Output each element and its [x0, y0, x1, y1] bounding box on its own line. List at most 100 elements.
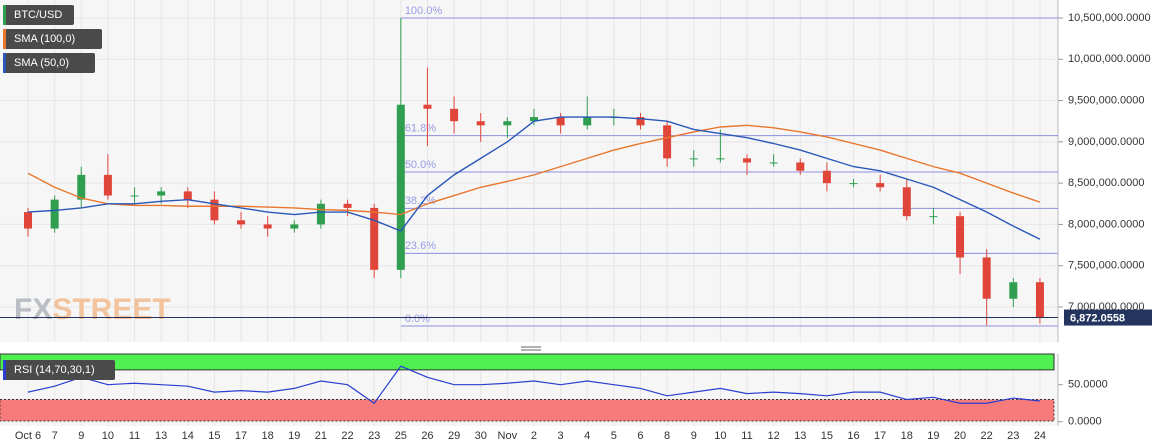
candle-body — [24, 212, 32, 229]
candle-body — [1035, 282, 1044, 318]
rsi-legend-box — [3, 360, 115, 380]
candle-body — [689, 158, 698, 160]
candle-body — [290, 224, 299, 229]
legend-box — [3, 29, 102, 49]
x-tick-label: 13 — [155, 430, 167, 442]
x-tick-label: 21 — [315, 430, 327, 442]
x-tick-label: 17 — [874, 430, 886, 442]
legend-swatch — [3, 29, 6, 49]
fib-label: 0.0% — [405, 313, 430, 325]
candle-body — [237, 220, 246, 225]
candle-body — [956, 216, 965, 258]
x-tick-label: Nov — [498, 430, 518, 442]
x-tick-label: 25 — [395, 430, 407, 442]
candle-body — [743, 158, 752, 163]
x-tick-label: 19 — [927, 430, 939, 442]
x-tick-label: 9 — [691, 430, 697, 442]
x-tick-label: 12 — [768, 430, 780, 442]
y-tick-label: 10,500,000.0000 — [1068, 12, 1151, 24]
legend-box — [3, 5, 74, 25]
x-tick-label: 18 — [901, 430, 913, 442]
y-tick-label: 9,500,000.0000 — [1068, 94, 1144, 106]
candle-body — [849, 183, 858, 185]
candle-body — [902, 187, 911, 217]
candle-body — [77, 174, 86, 200]
watermark-part: STREET — [52, 293, 170, 326]
plot-background — [0, 0, 1058, 342]
x-tick-label: 18 — [262, 430, 274, 442]
x-tick-label: 17 — [235, 430, 247, 442]
y-tick-label: 8,500,000.0000 — [1068, 177, 1144, 189]
candle-body — [157, 191, 166, 196]
x-tick-label: 11 — [741, 430, 752, 442]
x-tick-label: 4 — [584, 430, 590, 442]
y-tick-label: 10,000,000.0000 — [1068, 53, 1151, 65]
legend-label: BTC/USD — [14, 9, 62, 21]
x-tick-label: 9 — [78, 430, 84, 442]
x-tick-label: 6 — [637, 430, 643, 442]
x-tick-label: 22 — [341, 430, 353, 442]
x-tick-label: 8 — [664, 430, 670, 442]
candle-body — [210, 199, 219, 221]
last-price-label: 6,872.0558 — [1070, 312, 1125, 324]
x-tick-label: 20 — [954, 430, 966, 442]
x-tick-label: 24 — [1034, 430, 1046, 442]
legend-swatch — [3, 5, 6, 25]
x-tick-label: 5 — [611, 430, 617, 442]
candle-body — [583, 117, 592, 126]
candle-body — [370, 207, 379, 270]
candle-body — [876, 183, 885, 188]
rsi-line — [27, 365, 1041, 405]
fib-label: 38.2% — [405, 195, 436, 207]
candle-body — [396, 104, 405, 270]
candle-body — [263, 224, 272, 229]
candle-body — [450, 108, 459, 122]
fib-label: 100.0% — [405, 5, 443, 17]
x-tick-label: 19 — [288, 430, 300, 442]
x-tick-label: 29 — [448, 430, 460, 442]
sma-line — [27, 116, 1041, 240]
x-tick-label: 23 — [1007, 430, 1019, 442]
candle-body — [476, 121, 485, 126]
x-tick-label: 10 — [102, 430, 114, 442]
candle-body — [343, 203, 352, 208]
x-tick-label: 15 — [208, 430, 220, 442]
x-tick-label: 22 — [981, 430, 993, 442]
x-tick-label: 3 — [558, 430, 564, 442]
overbought-zone — [0, 353, 1055, 371]
y-tick-label: 8,000,000.0000 — [1068, 218, 1144, 230]
watermark: FXSTREET — [14, 293, 171, 326]
y-tick-label: 0.0000 — [1068, 416, 1102, 428]
legend-swatch — [3, 53, 6, 73]
candle-body — [183, 191, 192, 200]
x-tick-label: Oct 6 — [15, 430, 41, 442]
y-tick-label: 50.0000 — [1068, 379, 1108, 391]
candle-body — [556, 117, 565, 126]
fib-label: 23.6% — [405, 240, 436, 252]
candle-body — [423, 104, 432, 109]
last-price-box — [1064, 309, 1152, 326]
candle-body — [103, 174, 112, 196]
candle-body — [769, 162, 778, 164]
candle-body — [663, 125, 672, 159]
candle-body — [636, 117, 645, 126]
x-tick-label: 13 — [794, 430, 806, 442]
sma-line — [27, 124, 1041, 216]
x-tick-label: 16 — [847, 430, 859, 442]
x-tick-label: 7 — [52, 430, 58, 442]
rsi-legend-label: RSI (14,70,30,1) — [14, 364, 95, 376]
candle-body — [822, 170, 831, 184]
x-tick-label: 30 — [475, 430, 487, 442]
x-tick-label: 11 — [129, 430, 140, 442]
rsi-legend-swatch — [3, 360, 6, 380]
y-tick-label: 9,000,000.0000 — [1068, 136, 1144, 148]
x-tick-label: 15 — [821, 430, 833, 442]
x-tick-label: 23 — [368, 430, 380, 442]
candle-body — [503, 121, 512, 126]
fib-label: 50.0% — [405, 159, 436, 171]
candle-body — [929, 216, 938, 218]
fib-label: 61.8% — [405, 123, 436, 135]
candle-body — [50, 199, 59, 229]
